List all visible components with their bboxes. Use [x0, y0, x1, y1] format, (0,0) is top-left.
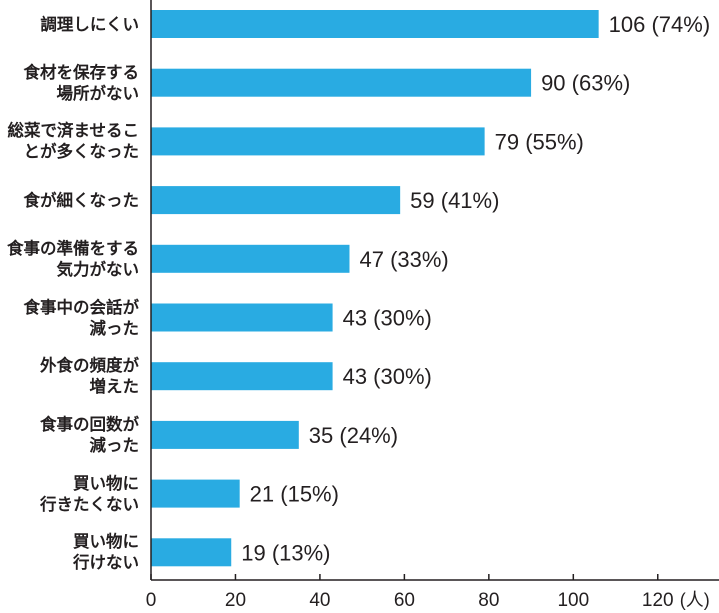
value-labels-group: 106 (74%) 90 (63%) 79 (55%) 59 (41%) 47 (33%… [241, 12, 710, 565]
category-label-4: 食が細くなった [23, 190, 140, 210]
value-label-10: 19 (13%) [241, 540, 330, 565]
category-label-5: 食事の準備をする 気力がない [7, 238, 139, 279]
value-label-5: 47 (33%) [359, 247, 448, 272]
value-label-3: 79 (55%) [495, 129, 584, 154]
category-label-10: 買い物に 行けない [73, 532, 139, 573]
x-tick-label-0: 0 [146, 590, 157, 611]
value-label-8: 35 (24%) [309, 423, 398, 448]
bar-9 [151, 479, 240, 508]
value-label-7: 43 (30%) [343, 364, 432, 389]
x-tick-label-80: 80 [478, 590, 499, 611]
x-tick-label-60: 60 [394, 590, 415, 611]
bar-5 [151, 244, 350, 273]
x-tick-label-120: 120 [642, 590, 674, 611]
category-label-8: 食事の回数が 減った [40, 414, 139, 455]
x-ticks-group: 0 20 40 60 80 100 120 [146, 574, 674, 611]
bar-7 [151, 362, 333, 391]
category-label-9: 買い物に 行きたくない [40, 473, 139, 514]
category-label-3: 総菜で済ませるこ とが多くなった [7, 121, 139, 162]
bar-2 [151, 68, 532, 97]
value-label-4: 59 (41%) [410, 188, 499, 213]
bar-10 [151, 538, 232, 567]
bars-group [151, 10, 599, 567]
x-tick-label-40: 40 [309, 590, 330, 611]
x-axis-unit-label: (人) [680, 590, 710, 610]
category-label-2: 食材を保存する 場所がない [23, 62, 140, 103]
value-label-6: 43 (30%) [343, 306, 432, 331]
x-tick-label-100: 100 [557, 590, 589, 611]
category-label-6: 食事中の会話が 減った [23, 297, 140, 338]
bar-8 [151, 420, 299, 449]
bar-1 [151, 10, 599, 38]
category-label-1: 調理しにくい [40, 14, 139, 34]
bar-4 [151, 186, 401, 215]
value-label-9: 21 (15%) [250, 482, 339, 507]
bar-6 [151, 303, 333, 332]
x-tick-label-20: 20 [225, 590, 246, 611]
value-label-1: 106 (74%) [609, 12, 711, 37]
value-label-2: 90 (63%) [541, 71, 630, 96]
category-label-7: 外食の頻度が 増えた [40, 356, 139, 397]
bar-3 [151, 127, 485, 156]
